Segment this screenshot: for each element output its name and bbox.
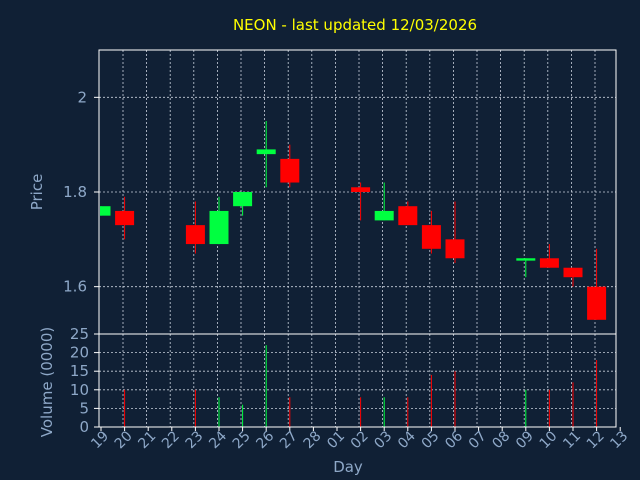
x-tick-label: 07 [466, 428, 490, 452]
x-tick-label: 08 [489, 428, 513, 452]
candle-body [516, 258, 536, 261]
x-tick-label: 04 [395, 428, 419, 452]
x-tick-label: 22 [159, 428, 183, 452]
chart-title: NEON - last updated 12/03/2026 [233, 16, 477, 34]
x-tick-label: 09 [513, 428, 537, 452]
candle-body [351, 187, 371, 192]
x-tick-label: 19 [88, 428, 112, 452]
x-tick-label: 10 [537, 428, 561, 452]
volume-tick-label: 5 [79, 399, 89, 417]
x-tick-label: 23 [183, 428, 207, 452]
price-axis-label: Price [28, 174, 46, 211]
volume-axis-label: Volume (0000) [38, 327, 56, 437]
x-tick-label: 02 [348, 428, 372, 452]
x-tick-label: 11 [560, 428, 584, 452]
volume-panel-grid [99, 333, 616, 428]
x-tick-label: 24 [206, 428, 230, 452]
x-tick-label: 01 [324, 428, 348, 452]
candle-body [445, 239, 465, 259]
price-candles [100, 121, 607, 320]
price-tick-label: 1.6 [63, 278, 87, 296]
price-tick-label: 1.8 [63, 183, 87, 201]
volume-tick-label: 20 [70, 344, 89, 362]
x-tick-label: 27 [277, 428, 301, 452]
candle-body [233, 192, 253, 207]
candle-body [421, 225, 441, 249]
volume-tick-label: 15 [70, 362, 89, 380]
x-tick-label: 03 [371, 428, 395, 452]
candle-body [209, 210, 229, 245]
candle-body [539, 258, 559, 268]
x-tick-label: 28 [301, 428, 325, 452]
x-tick-label: 06 [442, 428, 466, 452]
x-tick-label: 26 [253, 428, 277, 452]
candle-body [185, 225, 205, 245]
volume-tick-label: 25 [70, 325, 89, 343]
candle-body [374, 210, 394, 221]
candle-body [587, 286, 607, 320]
x-tick-label: 12 [584, 428, 608, 452]
x-tick-label: 25 [230, 428, 254, 452]
candle-body [398, 206, 418, 226]
x-tick-label: 20 [112, 428, 136, 452]
x-tick-label: 21 [135, 428, 159, 452]
price-y-ticks: 1.6 1.8 2 [63, 88, 99, 296]
volume-tick-label: 10 [70, 381, 89, 399]
candle-body [280, 158, 300, 183]
volume-tick-label: 0 [79, 418, 89, 436]
x-tick-label: 13 [607, 428, 631, 452]
candle-body [115, 210, 135, 226]
candle-body [256, 149, 276, 155]
price-tick-label: 2 [77, 88, 87, 106]
x-tick-label: 05 [419, 428, 443, 452]
x-axis-label: Day [333, 458, 363, 476]
volume-bars [124, 345, 598, 427]
candle-body [563, 267, 583, 278]
volume-panel-frame [98, 333, 617, 428]
candle-body [100, 206, 111, 216]
x-ticks: 19 20 21 22 23 24 25 26 27 28 01 02 03 04 05 06 07 08 09 10… [88, 427, 631, 452]
